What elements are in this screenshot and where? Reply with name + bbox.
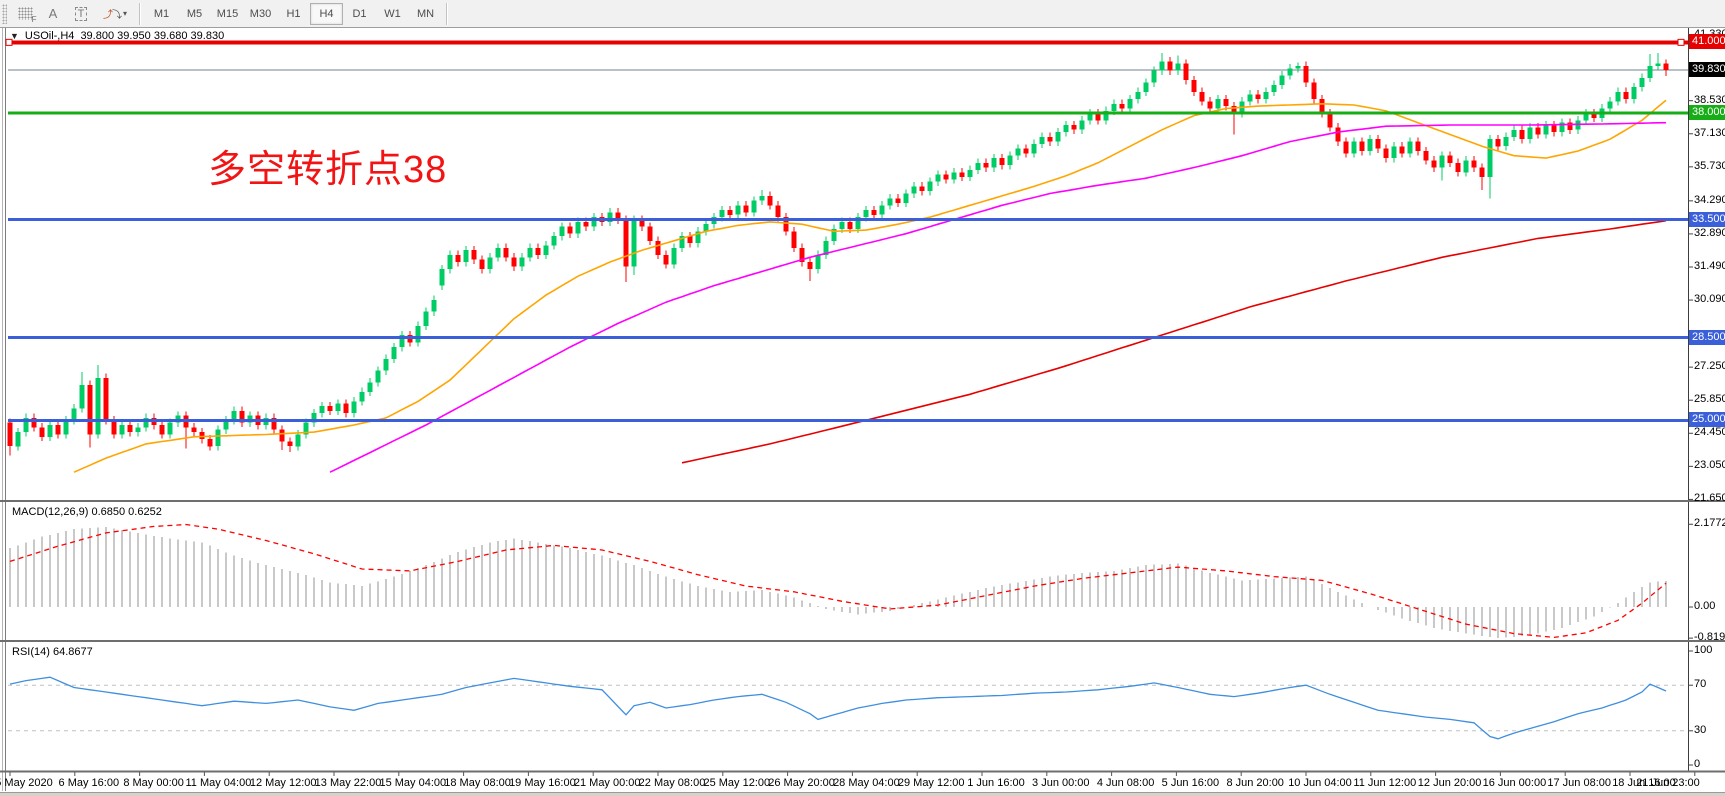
timeframe-d1[interactable]: D1 <box>352 7 367 20</box>
timeframe-m15[interactable]: M15 <box>216 7 239 20</box>
price-tick-31.490: 31.490 <box>1694 259 1725 272</box>
candles-series <box>7 53 1669 456</box>
price-tick-37.130: 37.130 <box>1694 126 1725 139</box>
date-label-24: 17 Jun 08:00 <box>1547 777 1611 789</box>
price-tick-24.450: 24.450 <box>1694 426 1725 439</box>
chart-ohlc-values: 39.800 39.950 39.680 39.830 <box>80 30 225 42</box>
date-label-9: 21 May 00:00 <box>573 777 641 789</box>
hline-handle-left[interactable] <box>5 38 13 46</box>
date-label-10: 22 May 08:00 <box>638 777 706 789</box>
date-label-8: 19 May 16:00 <box>509 777 576 789</box>
cycle-objects-icon: ⤴⤵ <box>102 10 122 21</box>
macd-histogram <box>9 527 1667 639</box>
date-label-11: 25 May 12:00 <box>703 777 771 789</box>
price-badge-33.500: 33.500 <box>1689 211 1725 227</box>
price-tick-21.650: 21.650 <box>1694 492 1725 505</box>
date-label-21: 11 Jun 12:00 <box>1353 777 1417 789</box>
timeframe-buttons: M1 M5 M15 M30 H1 H4 D1 W1 MN <box>145 2 442 25</box>
date-label-23: 16 Jun 00:00 <box>1482 777 1547 789</box>
date-label-1: 6 May 16:00 <box>58 777 120 789</box>
price-tick-32.890: 32.890 <box>1694 226 1725 239</box>
timeframe-w1[interactable]: W1 <box>384 7 401 20</box>
rsi-tick-0: 0 <box>1694 758 1701 770</box>
indicator-grid-button[interactable]: F <box>11 3 39 25</box>
date-label-14: 29 May 12:00 <box>897 777 965 789</box>
text-box-icon: T <box>74 6 88 21</box>
price-badge-25.000: 25.000 <box>1689 412 1725 428</box>
macd-label: MACD(12,26,9) 0.6850 0.6252 <box>12 506 162 518</box>
rsi-tick-70: 70 <box>1694 678 1707 691</box>
symbol-dropdown-icon[interactable]: ▼ <box>10 31 19 41</box>
macd-signal-line <box>9 523 1667 639</box>
timeframe-h4[interactable]: H4 <box>310 2 343 25</box>
rsi-tick-30: 30 <box>1694 723 1707 736</box>
indicator-grid-icon: F <box>17 7 37 24</box>
date-label-6: 15 May 04:00 <box>379 777 447 789</box>
price-badge-38.000: 38.000 <box>1689 105 1725 121</box>
text-label-icon: A <box>48 6 58 21</box>
ma-slow-red <box>681 219 1667 464</box>
date-label-22: 12 Jun 20:00 <box>1417 777 1482 789</box>
price-tick-25.850: 25.850 <box>1694 393 1725 406</box>
timeframe-h1[interactable]: H1 <box>286 7 301 20</box>
price-tick-35.730: 35.730 <box>1694 159 1725 172</box>
text-box-button[interactable]: T <box>67 3 95 25</box>
price-tick-30.090: 30.090 <box>1694 293 1725 306</box>
rsi-label: RSI(14) 64.8677 <box>12 646 93 658</box>
date-label-3: 11 May 04:00 <box>185 777 252 789</box>
rsi-tick-100: 100 <box>1694 644 1713 656</box>
price-badge-39.830: 39.830 <box>1689 61 1725 77</box>
price-badge-28.500: 28.500 <box>1689 329 1725 345</box>
price-axis[interactable]: 41.33038.53037.13035.73034.29032.89031.4… <box>1688 28 1725 772</box>
date-label-5: 13 May 22:00 <box>314 777 382 789</box>
date-label-2: 8 May 00:00 <box>123 777 184 789</box>
text-label-button[interactable]: A <box>39 3 67 25</box>
timeframe-m30[interactable]: M30 <box>249 7 272 20</box>
date-label-18: 5 Jun 16:00 <box>1161 777 1220 789</box>
date-label-19: 8 Jun 20:00 <box>1226 777 1284 789</box>
toolbar-grip[interactable] <box>2 3 7 24</box>
ma-fast-orange <box>73 99 1667 473</box>
ma-mid-magenta <box>329 121 1667 473</box>
date-label-26: 21 Jun 23:00 <box>1636 777 1700 789</box>
price-tick-27.250: 27.250 <box>1694 360 1725 373</box>
price-tick-34.290: 34.290 <box>1694 193 1725 206</box>
macd-tick-2.1772: 2.1772 <box>1694 517 1725 530</box>
date-label-12: 26 May 20:00 <box>768 777 835 789</box>
date-label-16: 3 Jun 00:00 <box>1032 777 1090 789</box>
price-badge-41.000: 41.000 <box>1689 34 1725 50</box>
macd-tick--0.819: -0.819 <box>1694 631 1725 644</box>
annotation-text[interactable]: 多空转折点38 <box>208 149 448 191</box>
date-label-25: 18 Jun 16:00 <box>1612 777 1676 789</box>
hline-handle-right[interactable] <box>1677 38 1685 46</box>
chevron-down-icon: ▾ <box>122 9 127 18</box>
chart-title: ▼ USOil-,H4 39.800 39.950 39.680 39.830 <box>10 30 224 42</box>
macd-tick-0.00: 0.00 <box>1694 600 1716 612</box>
date-label-17: 4 Jun 08:00 <box>1096 777 1155 789</box>
price-tick-23.050: 23.050 <box>1694 459 1725 472</box>
timeframe-m5[interactable]: M5 <box>186 7 203 20</box>
toolbar-separator-2 <box>446 2 448 25</box>
toolbar-separator <box>139 2 141 25</box>
timeframe-mn[interactable]: MN <box>416 7 435 20</box>
cycle-objects-button[interactable]: ⤴⤵ ▾ <box>95 3 135 25</box>
date-label-4: 12 May 12:00 <box>249 777 317 789</box>
bottom-strip <box>0 792 1725 796</box>
timeframe-m1[interactable]: M1 <box>153 7 170 20</box>
rsi-line <box>9 676 1667 740</box>
date-label-0: 5 May 2020 <box>0 777 53 789</box>
date-label-13: 28 May 04:00 <box>833 777 900 789</box>
date-label-7: 18 May 08:00 <box>444 777 511 789</box>
date-label-15: 1 Jun 16:00 <box>967 777 1025 789</box>
date-label-20: 10 Jun 04:00 <box>1288 777 1352 789</box>
price-tick-38.530: 38.530 <box>1694 93 1725 106</box>
chart-symbol-timeframe: USOil-,H4 <box>24 30 75 42</box>
